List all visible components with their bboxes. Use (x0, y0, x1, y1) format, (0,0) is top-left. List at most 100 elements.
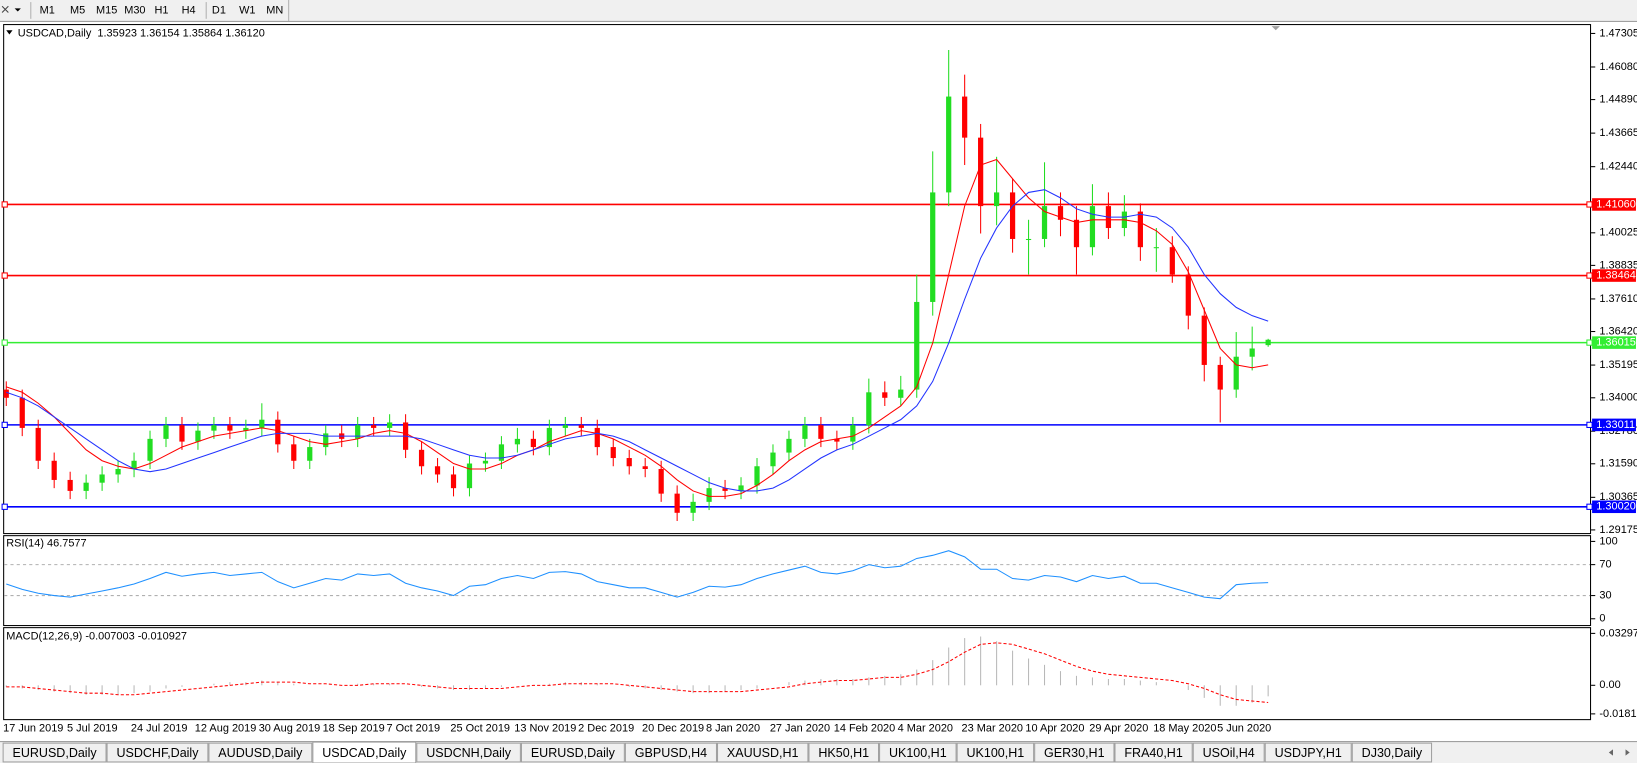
candle-body (610, 447, 616, 459)
collapse-arrow[interactable] (6, 30, 13, 35)
candle-body (914, 301, 920, 390)
candle-body (195, 430, 201, 442)
y-tick-label: 1.35195 (1599, 359, 1637, 371)
candle-body (291, 444, 297, 461)
tab[interactable] (717, 742, 809, 763)
toolbar-icon[interactable] (1, 5, 9, 13)
level-price-box (1592, 336, 1636, 349)
tab[interactable] (312, 741, 417, 763)
y-tick-label: 1.29175 (1599, 524, 1637, 536)
candle-body (802, 425, 808, 439)
tab[interactable] (520, 742, 625, 763)
tab-label[interactable]: FRA40,H1 (1124, 746, 1182, 760)
y-tick-label: 1.38835 (1599, 259, 1637, 271)
candle-body (355, 425, 361, 439)
candle-body (115, 468, 121, 475)
x-tick-label: 5 Jul 2019 (67, 722, 118, 734)
candle-body (323, 433, 329, 448)
tab[interactable] (1192, 742, 1265, 763)
candle-body (946, 96, 952, 193)
level-price-box (1592, 500, 1636, 514)
y-tick-label: 1.47305 (1599, 27, 1637, 39)
tab-label[interactable]: EURUSD,Daily (531, 746, 616, 760)
toolbar-dropdown[interactable] (14, 8, 21, 12)
tab-label[interactable]: UK100,H1 (889, 746, 947, 760)
tab-scroll-left[interactable] (1608, 749, 1613, 756)
tab-label[interactable]: USOil,H4 (1203, 746, 1255, 760)
candle-body (1009, 192, 1016, 239)
tab[interactable] (106, 742, 209, 763)
tab-label[interactable]: XAUUSD,H1 (727, 746, 799, 760)
candle-body (578, 425, 584, 428)
candle-body (546, 427, 552, 448)
candle-body (83, 482, 89, 491)
tab-label[interactable]: DJ30,Daily (1362, 746, 1423, 760)
level-handle (1, 503, 8, 510)
panel-title: RSI(14) 46.7577 (6, 537, 86, 549)
tab[interactable] (1264, 742, 1352, 763)
candle-body (1169, 247, 1175, 275)
tab-label[interactable]: GER30,H1 (1044, 746, 1105, 760)
y-tick-label: 1.42440 (1599, 161, 1637, 173)
x-tick-label: 29 Apr 2020 (1089, 722, 1148, 734)
x-tick-label: 18 Sep 2019 (323, 722, 385, 734)
tab[interactable] (1351, 742, 1433, 763)
x-tick-label: 13 Nov 2019 (514, 722, 576, 734)
candle-body (35, 427, 41, 461)
timeframe-button[interactable]: H4 (182, 4, 196, 16)
tab[interactable] (2, 742, 107, 763)
tab-scroll-right[interactable] (1625, 749, 1630, 756)
tab[interactable] (1034, 742, 1115, 763)
tab-label[interactable]: EURUSD,Daily (13, 746, 98, 760)
rsi-line (6, 550, 1269, 600)
level-handle (1586, 421, 1593, 429)
timeframe-button[interactable]: W1 (239, 4, 255, 16)
candle-body (642, 466, 648, 469)
tab-label[interactable]: UK100,H1 (967, 746, 1025, 760)
timeframe-button[interactable]: H1 (155, 4, 169, 16)
timeframe-button[interactable]: M15 (96, 4, 117, 16)
tab-label[interactable]: USDCHF,Daily (116, 746, 199, 760)
tab[interactable] (808, 742, 880, 763)
candle-body (3, 389, 9, 398)
shift-marker[interactable] (1271, 26, 1280, 31)
tab[interactable] (208, 742, 313, 763)
tab[interactable] (1114, 742, 1193, 763)
level-price-label: 1.33011 (1596, 419, 1635, 431)
timeframe-button[interactable]: M5 (70, 4, 85, 16)
tab-label[interactable]: GBPUSD,H4 (635, 746, 707, 760)
tab-label[interactable]: USDCAD,Daily (322, 746, 407, 760)
level-handle (1, 201, 8, 208)
x-tick-label: 7 Oct 2019 (386, 722, 440, 734)
timeframe-button[interactable]: MN (266, 4, 283, 16)
tab[interactable] (879, 742, 957, 763)
x-tick-label: 20 Dec 2019 (642, 722, 704, 734)
level-handle (1586, 272, 1593, 279)
tab-label[interactable]: AUDUSD,Daily (218, 746, 303, 760)
candle-body (1089, 206, 1096, 248)
y-tick-label: -0.018154 (1599, 708, 1637, 720)
y-tick-label: 1.43665 (1599, 127, 1637, 139)
candle-body (131, 460, 137, 469)
timeframe-button[interactable]: M30 (124, 4, 145, 16)
tab[interactable] (956, 742, 1035, 763)
tab-label[interactable]: USDJPY,H1 (1275, 746, 1342, 760)
y-tick-label: 70 (1599, 559, 1611, 571)
tab-label[interactable]: HK50,H1 (818, 746, 869, 760)
candle-body (387, 422, 393, 428)
x-tick-label: 17 Jun 2019 (3, 722, 63, 734)
timeframe-button[interactable]: D1 (212, 4, 226, 16)
level-handle (1586, 201, 1593, 208)
candle-body (211, 425, 217, 431)
timeframe-button[interactable]: M1 (40, 4, 55, 16)
candle-body (418, 449, 425, 467)
candle-body (834, 438, 840, 442)
candle-body (786, 438, 792, 453)
toolbar (0, 0, 1637, 22)
y-tick-label: 1.37610 (1599, 293, 1637, 305)
tab[interactable] (624, 742, 718, 763)
tab[interactable] (416, 742, 521, 763)
candle-body (674, 493, 680, 513)
tab-label[interactable]: USDCNH,Daily (426, 746, 512, 760)
